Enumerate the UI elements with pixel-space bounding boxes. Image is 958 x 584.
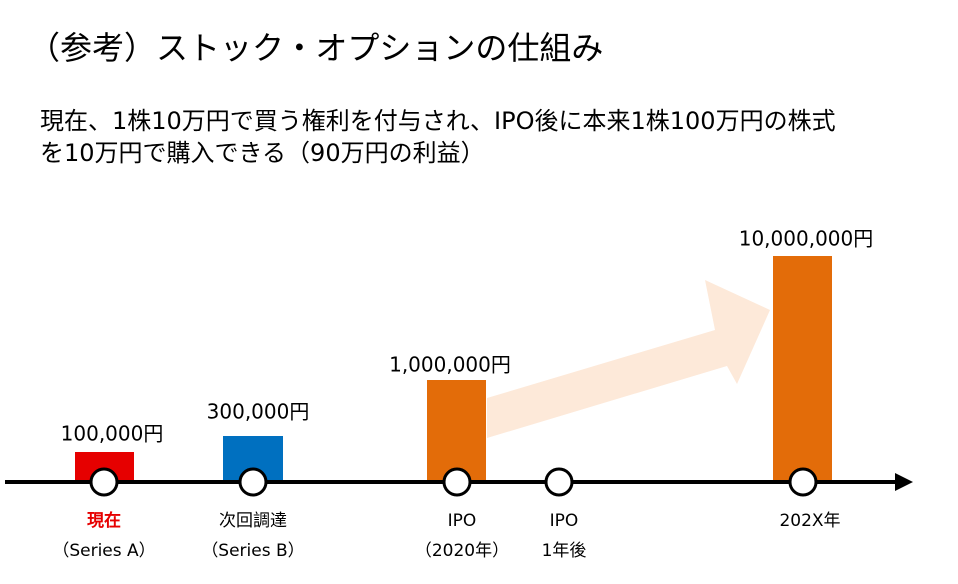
stage-label: （Series B）	[201, 541, 304, 561]
stage-label: 1年後	[542, 541, 587, 561]
description-line: 現在、1株10万円で買う権利を付与され、IPO後に本来1株100万円の株式	[40, 107, 836, 135]
growth-arrow	[487, 280, 770, 438]
value-label: 10,000,000円	[739, 227, 874, 251]
milestone	[788, 467, 818, 497]
title: （参考）ストック・オプションの仕組み	[28, 29, 603, 67]
stage-label: 現在	[87, 510, 121, 531]
value-label: 100,000円	[61, 422, 164, 446]
value-label: 300,000円	[207, 400, 310, 424]
milestones	[89, 467, 818, 497]
stage-label: IPO	[550, 511, 579, 531]
stage-label: 202X年	[779, 511, 840, 531]
stage-label: （2020年）	[415, 541, 509, 561]
stage-label: 次回調達	[219, 511, 287, 531]
milestone	[442, 467, 472, 497]
milestone	[238, 467, 268, 497]
timeline-arrowhead	[895, 473, 913, 491]
stage-label: IPO	[448, 511, 477, 531]
stage-label: （Series A）	[52, 541, 155, 561]
milestone	[544, 467, 574, 497]
description-line: を10万円で購入できる（90万円の利益）	[40, 139, 485, 167]
bar	[773, 256, 832, 482]
value-label: 1,000,000円	[389, 353, 511, 377]
milestone	[89, 467, 119, 497]
bar	[427, 380, 486, 482]
